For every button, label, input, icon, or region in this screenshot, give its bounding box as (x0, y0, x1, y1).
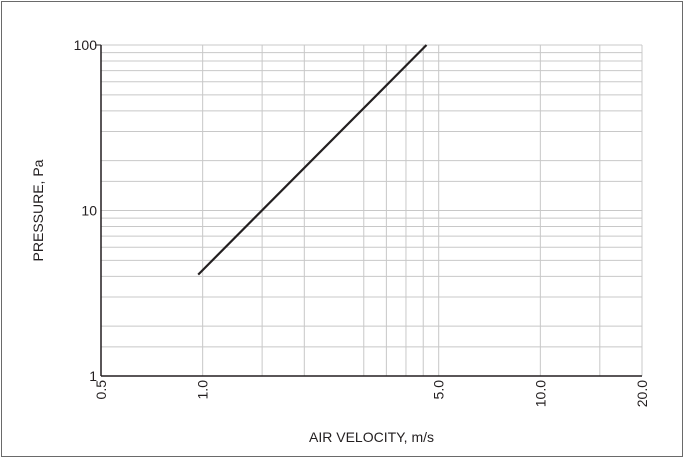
grid (101, 44, 643, 376)
x-tick-label: 20.0 (634, 380, 650, 407)
x-tick-label: 1.0 (195, 380, 211, 400)
x-tick-label: 10.0 (532, 380, 548, 407)
series-line (197, 44, 428, 276)
y-tick-label: 1 (89, 368, 97, 384)
x-tick-label: 5.0 (431, 380, 447, 400)
y-tick-label: 10 (81, 203, 97, 219)
x-tick-label: 0.5 (93, 380, 109, 400)
axes (95, 44, 642, 377)
x-axis-title: AIR VELOCITY, m/s (309, 429, 434, 445)
series-layer (197, 44, 428, 276)
tick-labels: 1 10 100 0.5 1.0 5.0 10.0 20.0 (74, 37, 650, 407)
y-tick-label: 100 (74, 37, 98, 53)
y-axis-title: PRESSURE, Pa (30, 159, 46, 261)
